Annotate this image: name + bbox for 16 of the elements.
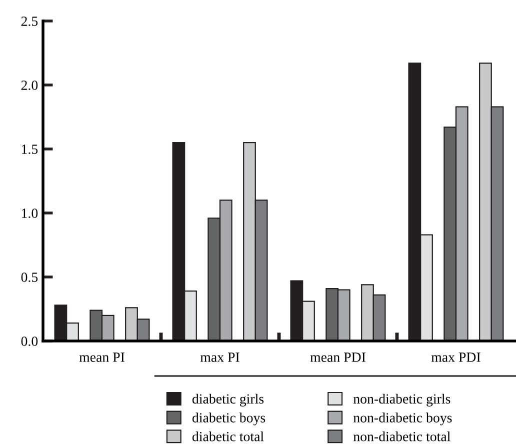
y-tick-label: 0.5	[21, 272, 38, 282]
x-tick-label: mean PI	[79, 352, 124, 362]
y-tick-label: 0.0	[21, 336, 38, 346]
x-tick-label: mean PDI	[310, 352, 366, 362]
legend-label: diabetic total	[192, 431, 264, 442]
y-tick-label: 1.0	[22, 208, 38, 218]
legend-label: non-diabetic total	[353, 431, 450, 442]
y-tick-label: 1.5	[22, 144, 38, 154]
y-tick-label: 2.0	[21, 80, 38, 90]
x-tick-label: max PI	[200, 352, 240, 362]
y-tick-label: 2.5	[21, 16, 38, 26]
legend-label: diabetic girls	[192, 394, 264, 406]
legend-label: diabetic boys	[192, 412, 266, 426]
x-tick-label: max PDI	[431, 352, 480, 362]
legend-label: non-diabetic boys	[353, 412, 452, 426]
legend-label: non-diabetic girls	[353, 394, 450, 406]
